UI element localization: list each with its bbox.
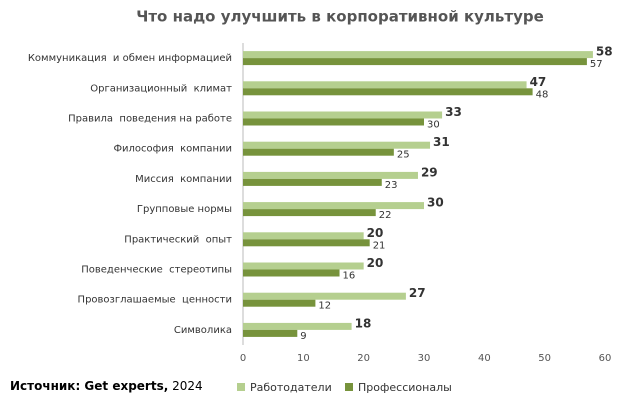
bar (243, 51, 593, 59)
bar (243, 58, 587, 66)
value-label: 48 (536, 89, 549, 100)
chart-title: Что надо улучшить в корпоративной культу… (136, 8, 544, 26)
source-label: Источник: Get experts, (10, 379, 168, 393)
value-label: 58 (596, 45, 613, 59)
x-tick-label: 50 (538, 353, 551, 364)
legend-label: Работодатели (250, 381, 332, 394)
value-label: 22 (379, 210, 392, 221)
value-label: 9 (300, 331, 306, 342)
value-label: 30 (427, 120, 440, 131)
value-label: 20 (367, 226, 384, 240)
category-label: Поведенческие стереотипы (81, 265, 232, 276)
bar (243, 262, 364, 270)
legend-swatch (237, 383, 245, 391)
bar (243, 111, 443, 119)
category-label: Практический опыт (124, 234, 232, 245)
bar (243, 209, 376, 217)
source-year: 2024 (172, 379, 203, 393)
category-label: Символика (174, 325, 232, 336)
value-label: 30 (427, 196, 444, 210)
bar (243, 178, 382, 186)
legend-label: Профессионалы (358, 381, 452, 394)
x-tick-label: 40 (478, 353, 491, 364)
bar (243, 299, 316, 307)
value-label: 27 (409, 286, 426, 300)
value-label: 23 (385, 180, 398, 191)
bar (243, 202, 424, 210)
category-label: Коммуникация и обмен информацией (28, 53, 232, 64)
value-label: 16 (343, 271, 356, 282)
value-label: 47 (530, 75, 547, 89)
value-label: 31 (433, 135, 450, 149)
value-label: 20 (367, 256, 384, 270)
value-label: 33 (445, 105, 462, 119)
bar (243, 88, 533, 96)
bar (243, 141, 431, 149)
category-label: Организационный климат (90, 83, 232, 94)
value-label: 25 (397, 150, 410, 161)
legend-swatch (345, 383, 353, 391)
value-label: 21 (373, 240, 386, 251)
bar (243, 148, 394, 156)
bar (243, 292, 406, 300)
bar (243, 171, 418, 179)
category-label: Провозглашаемые ценности (78, 295, 232, 306)
value-label: 57 (590, 59, 603, 70)
bar (243, 329, 298, 337)
x-tick-label: 60 (599, 353, 612, 364)
value-label: 12 (318, 301, 331, 312)
category-label: Групповые нормы (137, 204, 232, 215)
category-label: Правила поведения на работе (68, 114, 232, 125)
bar (243, 118, 424, 126)
value-label: 18 (355, 316, 372, 330)
bar (243, 81, 527, 89)
x-tick-label: 20 (357, 353, 370, 364)
bar (243, 269, 340, 277)
x-tick-label: 10 (297, 353, 310, 364)
category-label: Философия компании (113, 144, 232, 155)
bar (243, 322, 352, 330)
source: Источник: Get experts, 2024 (10, 379, 203, 393)
category-label: Миссия компании (135, 174, 232, 185)
bar (243, 239, 370, 247)
x-tick-label: 30 (418, 353, 431, 364)
value-label: 29 (421, 165, 438, 179)
bar (243, 232, 364, 240)
x-tick-label: 0 (240, 353, 246, 364)
